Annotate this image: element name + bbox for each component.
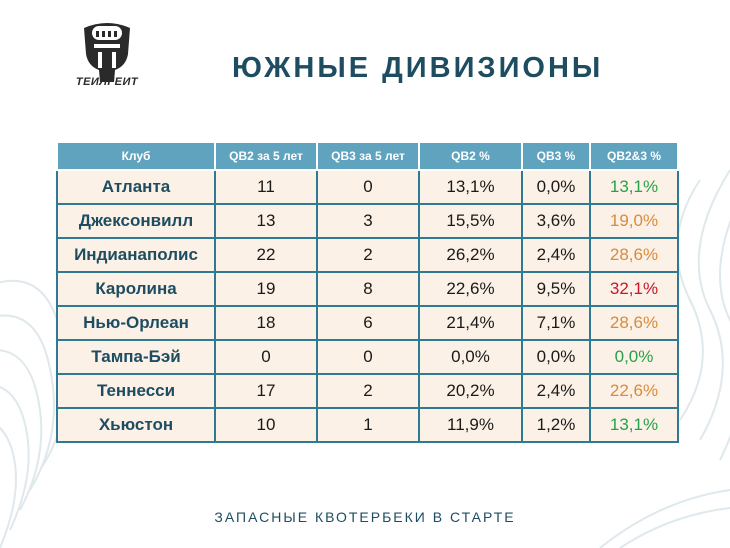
cell-total-pct: 0,0%	[589, 339, 679, 375]
logo-text: ТЕИЛГЕИТ	[75, 76, 139, 88]
cell-total-pct: 13,1%	[589, 169, 679, 205]
cell-qb3: 0	[316, 169, 420, 205]
cell-qb3: 0	[316, 339, 420, 375]
cell-qb2-pct: 11,9%	[418, 407, 523, 443]
cell-qb2: 0	[214, 339, 318, 375]
footer-caption: ЗАПАСНЫЕ КВОТЕРБЕКИ В СТАРТЕ	[214, 509, 516, 525]
cell-qb2-pct: 20,2%	[418, 373, 523, 409]
cell-qb3-pct: 2,4%	[521, 373, 591, 409]
header-qb2-pct: QB2 %	[418, 141, 523, 171]
header-qb3-pct: QB3 %	[521, 141, 591, 171]
cell-qb2-pct: 22,6%	[418, 271, 523, 307]
cell-total-pct: 28,6%	[589, 237, 679, 273]
header-qb3-5y: QB3 за 5 лет	[316, 141, 420, 171]
table-row: Атланта 11 0 13,1% 0,0% 13,1%	[56, 169, 679, 205]
table-header-row: Клуб QB2 за 5 лет QB3 за 5 лет QB2 % QB3…	[56, 141, 679, 171]
cell-club: Хьюстон	[56, 407, 216, 443]
table-row: Джексонвилл 13 3 15,5% 3,6% 19,0%	[56, 203, 679, 239]
cell-qb2: 10	[214, 407, 318, 443]
cell-qb2: 19	[214, 271, 318, 307]
table-row: Нью-Орлеан 18 6 21,4% 7,1% 28,6%	[56, 305, 679, 341]
cell-qb3: 1	[316, 407, 420, 443]
cell-qb3: 8	[316, 271, 420, 307]
cell-total-pct: 13,1%	[589, 407, 679, 443]
cell-qb2: 11	[214, 169, 318, 205]
qb-stats-table: Клуб QB2 за 5 лет QB3 за 5 лет QB2 % QB3…	[56, 141, 679, 443]
cell-qb2-pct: 0,0%	[418, 339, 523, 375]
cell-qb2: 13	[214, 203, 318, 239]
cell-total-pct: 32,1%	[589, 271, 679, 307]
cell-qb2-pct: 21,4%	[418, 305, 523, 341]
cell-club: Нью-Орлеан	[56, 305, 216, 341]
cell-qb3-pct: 1,2%	[521, 407, 591, 443]
header-qb2-5y: QB2 за 5 лет	[214, 141, 318, 171]
cell-total-pct: 28,6%	[589, 305, 679, 341]
header-qb23-pct: QB2&3 %	[589, 141, 679, 171]
table-row: Теннесси 17 2 20,2% 2,4% 22,6%	[56, 373, 679, 409]
table-row: Каролина 19 8 22,6% 9,5% 32,1%	[56, 271, 679, 307]
cell-club: Атланта	[56, 169, 216, 205]
tailgate-logo-icon	[84, 23, 130, 82]
cell-club: Индианаполис	[56, 237, 216, 273]
cell-qb2-pct: 13,1%	[418, 169, 523, 205]
cell-total-pct: 22,6%	[589, 373, 679, 409]
cell-qb2: 22	[214, 237, 318, 273]
table-row: Тампа-Бэй 0 0 0,0% 0,0% 0,0%	[56, 339, 679, 375]
cell-total-pct: 19,0%	[589, 203, 679, 239]
table-row: Хьюстон 10 1 11,9% 1,2% 13,1%	[56, 407, 679, 443]
header-club: Клуб	[56, 141, 216, 171]
cell-qb3: 6	[316, 305, 420, 341]
cell-club: Каролина	[56, 271, 216, 307]
page-title: ЮЖНЫЕ ДИВИЗИОНЫ	[232, 52, 604, 84]
cell-qb3: 2	[316, 237, 420, 273]
cell-qb2: 18	[214, 305, 318, 341]
cell-qb2-pct: 26,2%	[418, 237, 523, 273]
cell-qb3-pct: 0,0%	[521, 339, 591, 375]
cell-qb3-pct: 0,0%	[521, 169, 591, 205]
cell-qb3-pct: 3,6%	[521, 203, 591, 239]
cell-qb3-pct: 7,1%	[521, 305, 591, 341]
cell-club: Тампа-Бэй	[56, 339, 216, 375]
cell-qb3: 2	[316, 373, 420, 409]
cell-club: Джексонвилл	[56, 203, 216, 239]
cell-qb2: 17	[214, 373, 318, 409]
table-row: Индианаполис 22 2 26,2% 2,4% 28,6%	[56, 237, 679, 273]
cell-qb2-pct: 15,5%	[418, 203, 523, 239]
cell-club: Теннесси	[56, 373, 216, 409]
cell-qb3-pct: 2,4%	[521, 237, 591, 273]
cell-qb3-pct: 9,5%	[521, 271, 591, 307]
cell-qb3: 3	[316, 203, 420, 239]
